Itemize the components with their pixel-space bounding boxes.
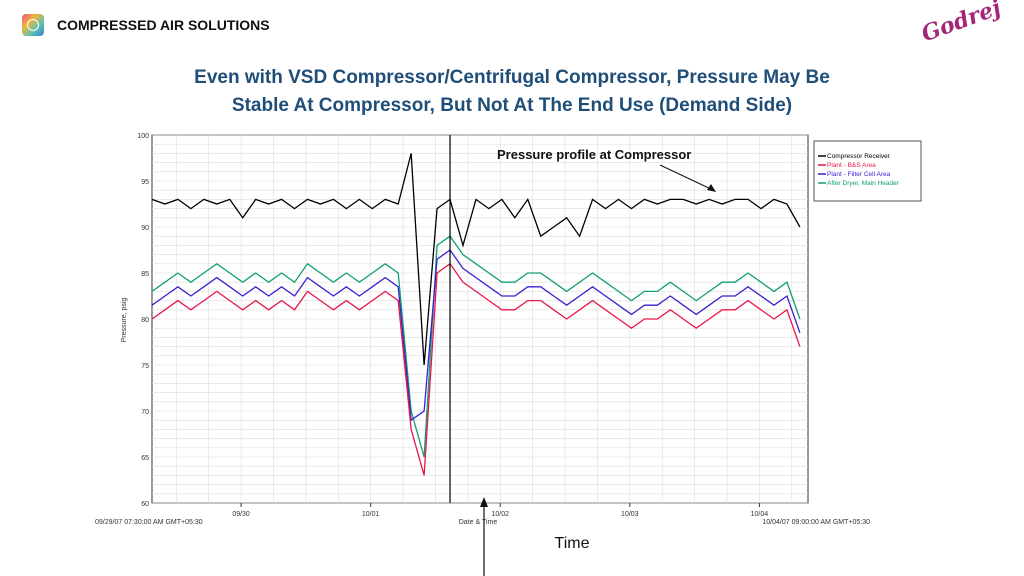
brand-logo-icon: [22, 14, 44, 36]
series-line-compressor-receiver: [151, 153, 801, 366]
y-axis-label: Pressure, psig: [121, 298, 128, 343]
x-tick-label: 10/01: [362, 511, 380, 518]
y-tick-label: 75: [141, 363, 149, 370]
y-tick-label: 70: [141, 409, 149, 416]
time-arrowhead: [480, 497, 488, 507]
y-tick-label: 60: [141, 501, 149, 508]
x-tick-label: 10/02: [491, 511, 509, 518]
x-tick-label: 10/04: [751, 511, 769, 518]
brand-name: COMPRESSED AIR SOLUTIONS: [57, 17, 270, 33]
x-tick-label: 09/30: [232, 511, 250, 518]
legend-entry: After Dryer, Main Header: [827, 180, 900, 187]
y-tick-label: 80: [141, 317, 149, 324]
legend-box: [813, 140, 922, 202]
series-line-after-dryer-main-header: [151, 235, 801, 458]
y-tick-label: 85: [141, 271, 149, 278]
time-label: Time: [555, 535, 590, 552]
legend-entry: Compressor Receiver: [827, 153, 891, 160]
legend-entry: Plant - B&S Area: [827, 162, 876, 169]
annotation-arrowhead: [707, 184, 716, 192]
x-end-label: 10/04/07 09:00:00 AM GMT+05:30: [762, 519, 870, 526]
y-tick-label: 100: [137, 133, 149, 140]
y-tick-label: 95: [141, 179, 149, 186]
annotation-text: Pressure profile at Compressor: [497, 147, 691, 162]
annotation-arrow: [659, 164, 714, 191]
slide-title-line-1: Even with VSD Compressor/Centrifugal Com…: [194, 67, 830, 88]
y-tick-label: 65: [141, 455, 149, 462]
y-tick-label: 90: [141, 225, 149, 232]
x-axis-label: Date & Time: [459, 519, 498, 526]
slide-title-line-2: Stable At Compressor, But Not At The End…: [231, 95, 793, 116]
x-start-label: 09/29/07 07:30:00 AM GMT+05:30: [95, 519, 203, 526]
slide-title: Even with VSD Compressor/Centrifugal Com…: [0, 64, 1024, 120]
series-line-plant-filter-cell-area: [151, 249, 801, 422]
series-line-plant-b-s-area: [151, 262, 801, 476]
legend-entry: Plant - Filter Cell Area: [827, 171, 891, 178]
x-tick-label: 10/03: [621, 511, 639, 518]
